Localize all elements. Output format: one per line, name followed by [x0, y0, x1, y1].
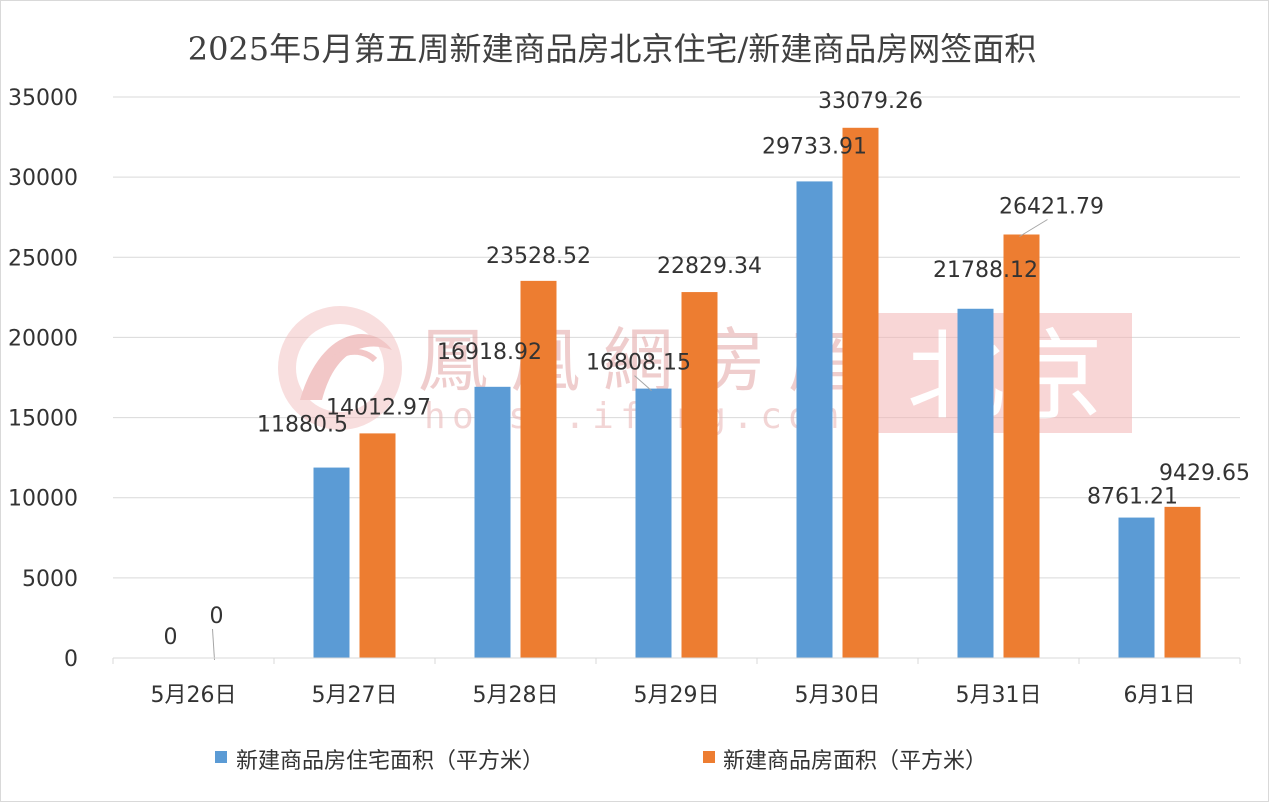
legend: 新建商品房住宅面积（平方米） 新建商品房面积（平方米）	[215, 749, 987, 774]
bar-residential	[313, 467, 350, 658]
x-category-label: 5月30日	[795, 683, 881, 708]
x-category-label: 6月1日	[1124, 683, 1196, 708]
data-label: 33079.26	[818, 89, 923, 114]
data-label: 21788.12	[933, 258, 1038, 283]
x-category-label: 5月26日	[151, 683, 237, 708]
y-tick-label: 30000	[8, 166, 78, 191]
bar-total	[1003, 234, 1040, 658]
y-tick-label: 35000	[8, 86, 78, 111]
data-label: 23528.52	[486, 244, 591, 269]
y-tick-label: 5000	[22, 567, 78, 592]
legend-swatch-residential	[215, 751, 227, 763]
phoenix-logo-icon	[278, 306, 402, 430]
data-label: 0	[210, 604, 224, 629]
chart-title: 2025年5月第五周新建商品房北京住宅/新建商品房网签面积	[188, 30, 1037, 68]
gridlines	[113, 96, 1240, 579]
y-tick-label: 0	[64, 647, 78, 672]
y-tick-label: 20000	[8, 326, 78, 351]
data-label: 0	[164, 625, 178, 650]
bar-residential	[474, 386, 511, 658]
y-tick-label: 25000	[8, 246, 78, 271]
data-label: 26421.79	[999, 194, 1104, 219]
leader-line	[212, 628, 215, 661]
data-label: 9429.65	[1159, 461, 1250, 486]
y-axis-ticks: 0 5000 10000 15000 20000 25000 30000 35000	[8, 86, 78, 672]
leader-lines	[212, 219, 1048, 661]
bar-residential	[957, 308, 994, 658]
legend-label-total: 新建商品房面积（平方米）	[723, 749, 987, 774]
y-tick-label: 10000	[8, 487, 78, 512]
bar-total	[842, 127, 879, 658]
data-label: 14012.97	[326, 395, 431, 420]
y-tick-label: 15000	[8, 407, 78, 432]
leader-line	[634, 375, 652, 391]
data-label: 8761.21	[1087, 485, 1178, 510]
x-category-label: 5月27日	[312, 683, 398, 708]
bar-total	[359, 433, 396, 658]
data-label: 11880.5	[257, 413, 348, 438]
leader-line	[1019, 219, 1048, 237]
x-axis-categories: 5月26日 5月27日 5月28日 5月29日 5月30日 5月31日 6月1日	[112, 658, 1241, 708]
bar-residential	[1118, 517, 1155, 658]
bar-residential	[796, 181, 833, 658]
data-label: 16918.92	[437, 340, 542, 365]
x-category-label: 5月28日	[473, 683, 559, 708]
data-label: 16808.15	[586, 351, 691, 376]
legend-label-residential: 新建商品房住宅面积（平方米）	[236, 749, 544, 774]
x-category-label: 5月29日	[634, 683, 720, 708]
data-label: 29733.91	[762, 134, 867, 159]
legend-swatch-total	[703, 751, 715, 763]
bars	[313, 127, 1201, 658]
bar-total	[520, 280, 557, 658]
data-label: 22829.34	[657, 254, 762, 279]
x-category-label: 5月31日	[956, 683, 1042, 708]
data-labels: 0 11880.5 16918.92 16808.15 29733.91 21788.12…	[164, 89, 1250, 650]
bar-total	[681, 292, 718, 658]
bar-residential	[635, 388, 672, 658]
bar-total	[1164, 506, 1201, 658]
